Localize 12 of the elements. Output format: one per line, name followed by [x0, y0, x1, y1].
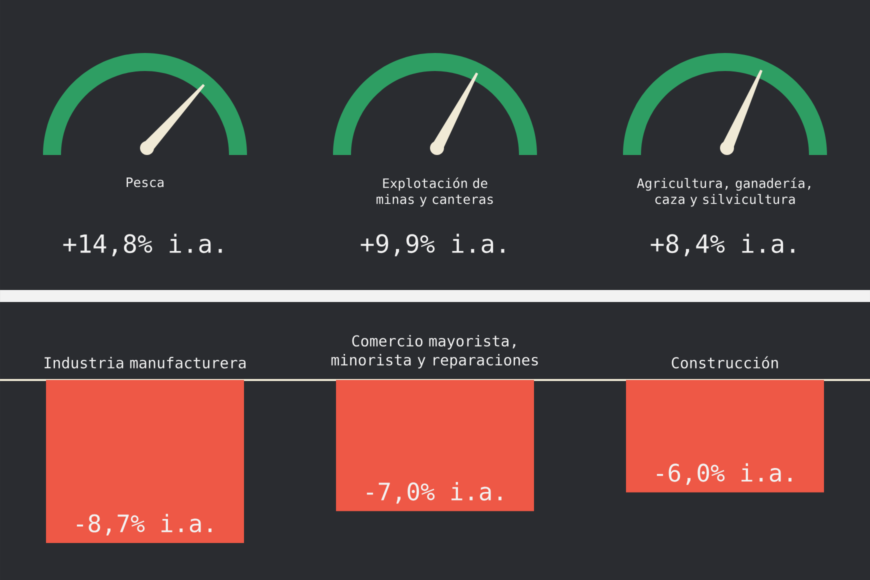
data-label: -6,0% i.a.: [656, 463, 792, 485]
category-label: Explotación de minas y canteras: [376, 178, 493, 207]
data-label: +8,4% i.a.: [650, 234, 794, 256]
category-label: Pesca: [126, 178, 164, 188]
x-tick-label: Construcción: [672, 356, 778, 368]
x-tick-label: Comercio mayorista, minorista y reparaciones: [331, 334, 538, 368]
data-label: +14,8% i.a.: [63, 234, 222, 256]
data-label: -8,7% i.a.: [76, 514, 212, 536]
data-label: -7,0% i.a.: [366, 482, 502, 504]
x-tick-label: Industria manufacturera: [44, 356, 246, 368]
data-label: +9,9% i.a.: [360, 234, 504, 256]
category-label: Agricultura, ganadería, caza y silvicultura: [636, 178, 810, 207]
